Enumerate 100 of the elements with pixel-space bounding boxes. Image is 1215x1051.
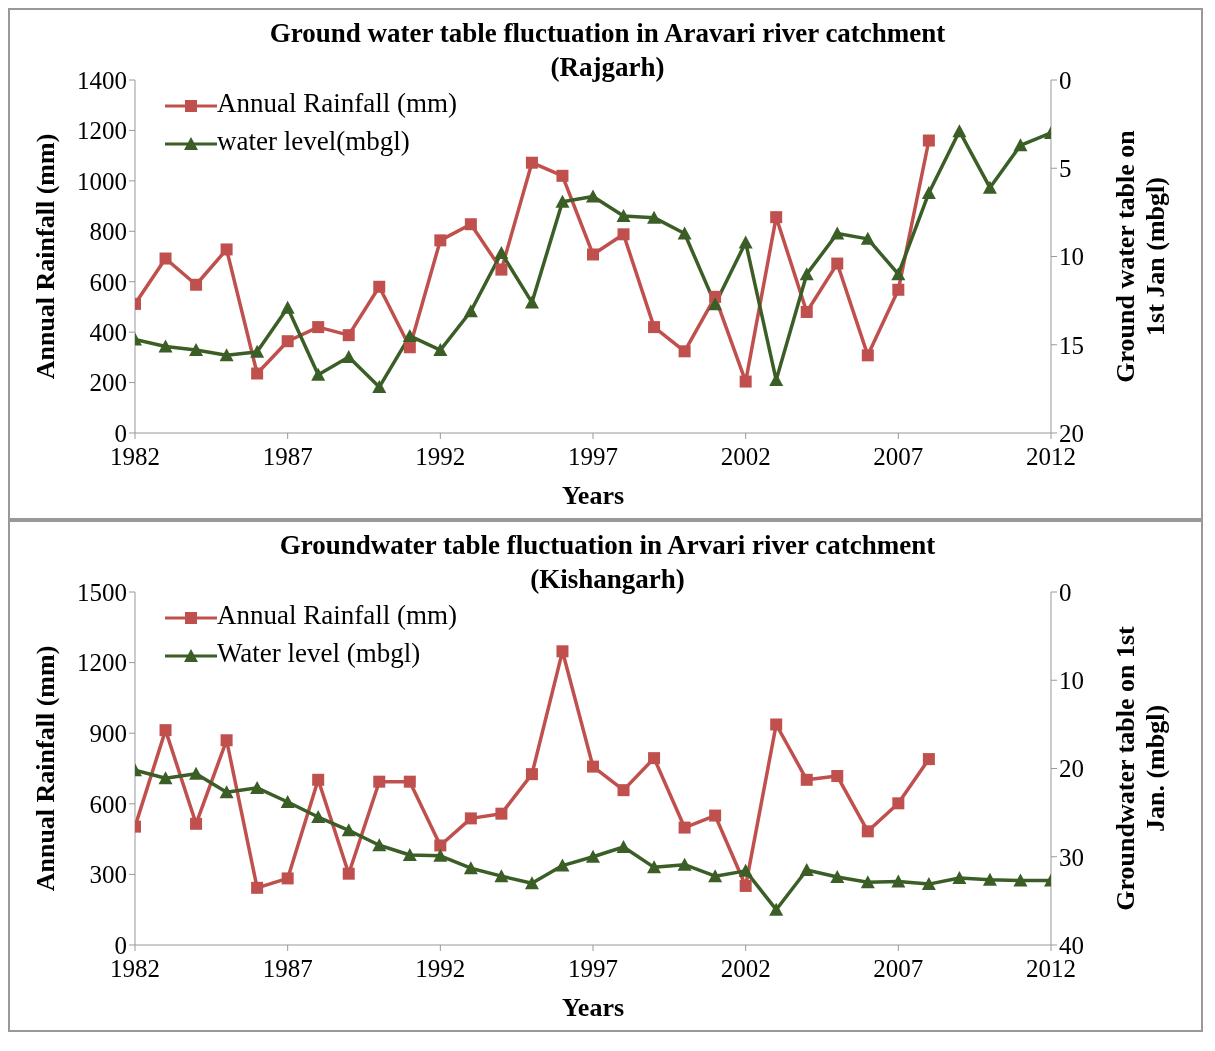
- point: [799, 862, 814, 876]
- x-tick-label: 1997: [568, 954, 618, 982]
- point: [220, 734, 233, 747]
- point: [739, 375, 752, 388]
- y-axis-title: Annual Rainfall (mm): [30, 645, 60, 892]
- x-tick-label: 1997: [568, 442, 618, 470]
- point: [860, 875, 875, 889]
- point: [312, 321, 325, 334]
- legend-label: Annual Rainfall (mm): [217, 88, 457, 118]
- point: [555, 858, 570, 872]
- x-axis-title: Years: [561, 993, 625, 1022]
- point: [1013, 138, 1028, 152]
- point: [158, 771, 173, 785]
- point: [586, 849, 600, 863]
- point: [250, 780, 265, 794]
- y-tick-label: 1500: [77, 578, 127, 606]
- point: [982, 180, 997, 194]
- point: [800, 305, 813, 318]
- y2-axis-title: Ground water table on 1st Jan (mbgl): [1111, 129, 1170, 383]
- point: [251, 881, 264, 894]
- y-tick-label: 600: [89, 790, 127, 818]
- y2-tick-label: 10: [1059, 243, 1084, 271]
- point: [402, 328, 417, 342]
- point: [402, 847, 417, 861]
- point: [372, 380, 387, 394]
- point: [341, 350, 356, 364]
- point: [617, 228, 630, 241]
- point: [495, 263, 508, 276]
- point: [738, 235, 753, 249]
- point: [769, 902, 784, 916]
- point: [616, 840, 631, 854]
- point: [587, 248, 599, 261]
- legend-label: water level(mbgl): [217, 126, 410, 156]
- point: [982, 872, 997, 886]
- point: [464, 218, 477, 231]
- chart-subtitle: (Kishangarh): [530, 564, 685, 594]
- point: [800, 773, 813, 786]
- point: [281, 335, 294, 348]
- point: [494, 245, 509, 259]
- y2-tick-label: 0: [1059, 66, 1072, 94]
- point: [922, 134, 935, 147]
- y2-tick-label: 15: [1059, 331, 1084, 359]
- point: [434, 839, 447, 852]
- point: [861, 349, 874, 362]
- legend-label: Water level (mbgl): [217, 638, 421, 668]
- point: [952, 870, 967, 884]
- x-tick-label: 2007: [873, 954, 924, 982]
- point: [647, 210, 662, 224]
- point: [891, 874, 906, 888]
- point: [433, 848, 448, 862]
- point: [403, 775, 416, 788]
- point: [648, 752, 661, 765]
- point: [830, 870, 845, 884]
- x-tick-label: 2007: [873, 442, 924, 470]
- point: [861, 825, 874, 838]
- point: [464, 812, 477, 825]
- y-tick-label: 200: [89, 369, 127, 397]
- y2-axis-title: Groundwater table on 1st Jan. (mbgl): [1111, 625, 1170, 911]
- y-tick-label: 400: [89, 319, 127, 347]
- point: [219, 348, 234, 362]
- y2-tick-label: 30: [1059, 843, 1084, 871]
- point: [189, 766, 204, 780]
- point: [494, 869, 509, 883]
- point: [280, 795, 295, 809]
- point: [525, 768, 538, 781]
- x-tick-label: 2002: [720, 442, 771, 470]
- point: [860, 231, 875, 245]
- point: [434, 234, 447, 247]
- y-axis-title: Annual Rainfall (mm): [30, 133, 60, 380]
- point: [830, 226, 845, 240]
- y-tick-label: 1400: [77, 66, 127, 94]
- point: [312, 773, 325, 786]
- y-tick-label: 900: [89, 720, 127, 748]
- point: [1013, 873, 1028, 887]
- chart-title: Groundwater table fluctuation in Arvari river catchment: [278, 529, 937, 562]
- point: [892, 283, 905, 296]
- point: [617, 784, 630, 797]
- y-tick-label: 1200: [77, 649, 127, 677]
- point: [799, 267, 814, 281]
- point: [280, 300, 295, 314]
- point: [922, 753, 935, 766]
- point: [311, 810, 326, 824]
- point: [159, 724, 172, 737]
- point: [586, 189, 600, 203]
- chart-title: Ground water table fluctuation in Aravari river catchment: [268, 17, 947, 50]
- point: [158, 339, 173, 353]
- point: [556, 645, 569, 658]
- point: [738, 863, 753, 877]
- point: [190, 817, 203, 830]
- point: [463, 861, 478, 875]
- point: [921, 877, 936, 891]
- point: [219, 785, 234, 799]
- point: [159, 252, 172, 265]
- point: [189, 343, 204, 357]
- legend-label: Annual Rainfall (mm): [217, 600, 457, 630]
- point: [770, 211, 783, 224]
- point: [373, 775, 386, 788]
- x-tick-label: 1987: [262, 954, 313, 982]
- y-tick-label: 300: [89, 861, 127, 889]
- point: [708, 869, 723, 883]
